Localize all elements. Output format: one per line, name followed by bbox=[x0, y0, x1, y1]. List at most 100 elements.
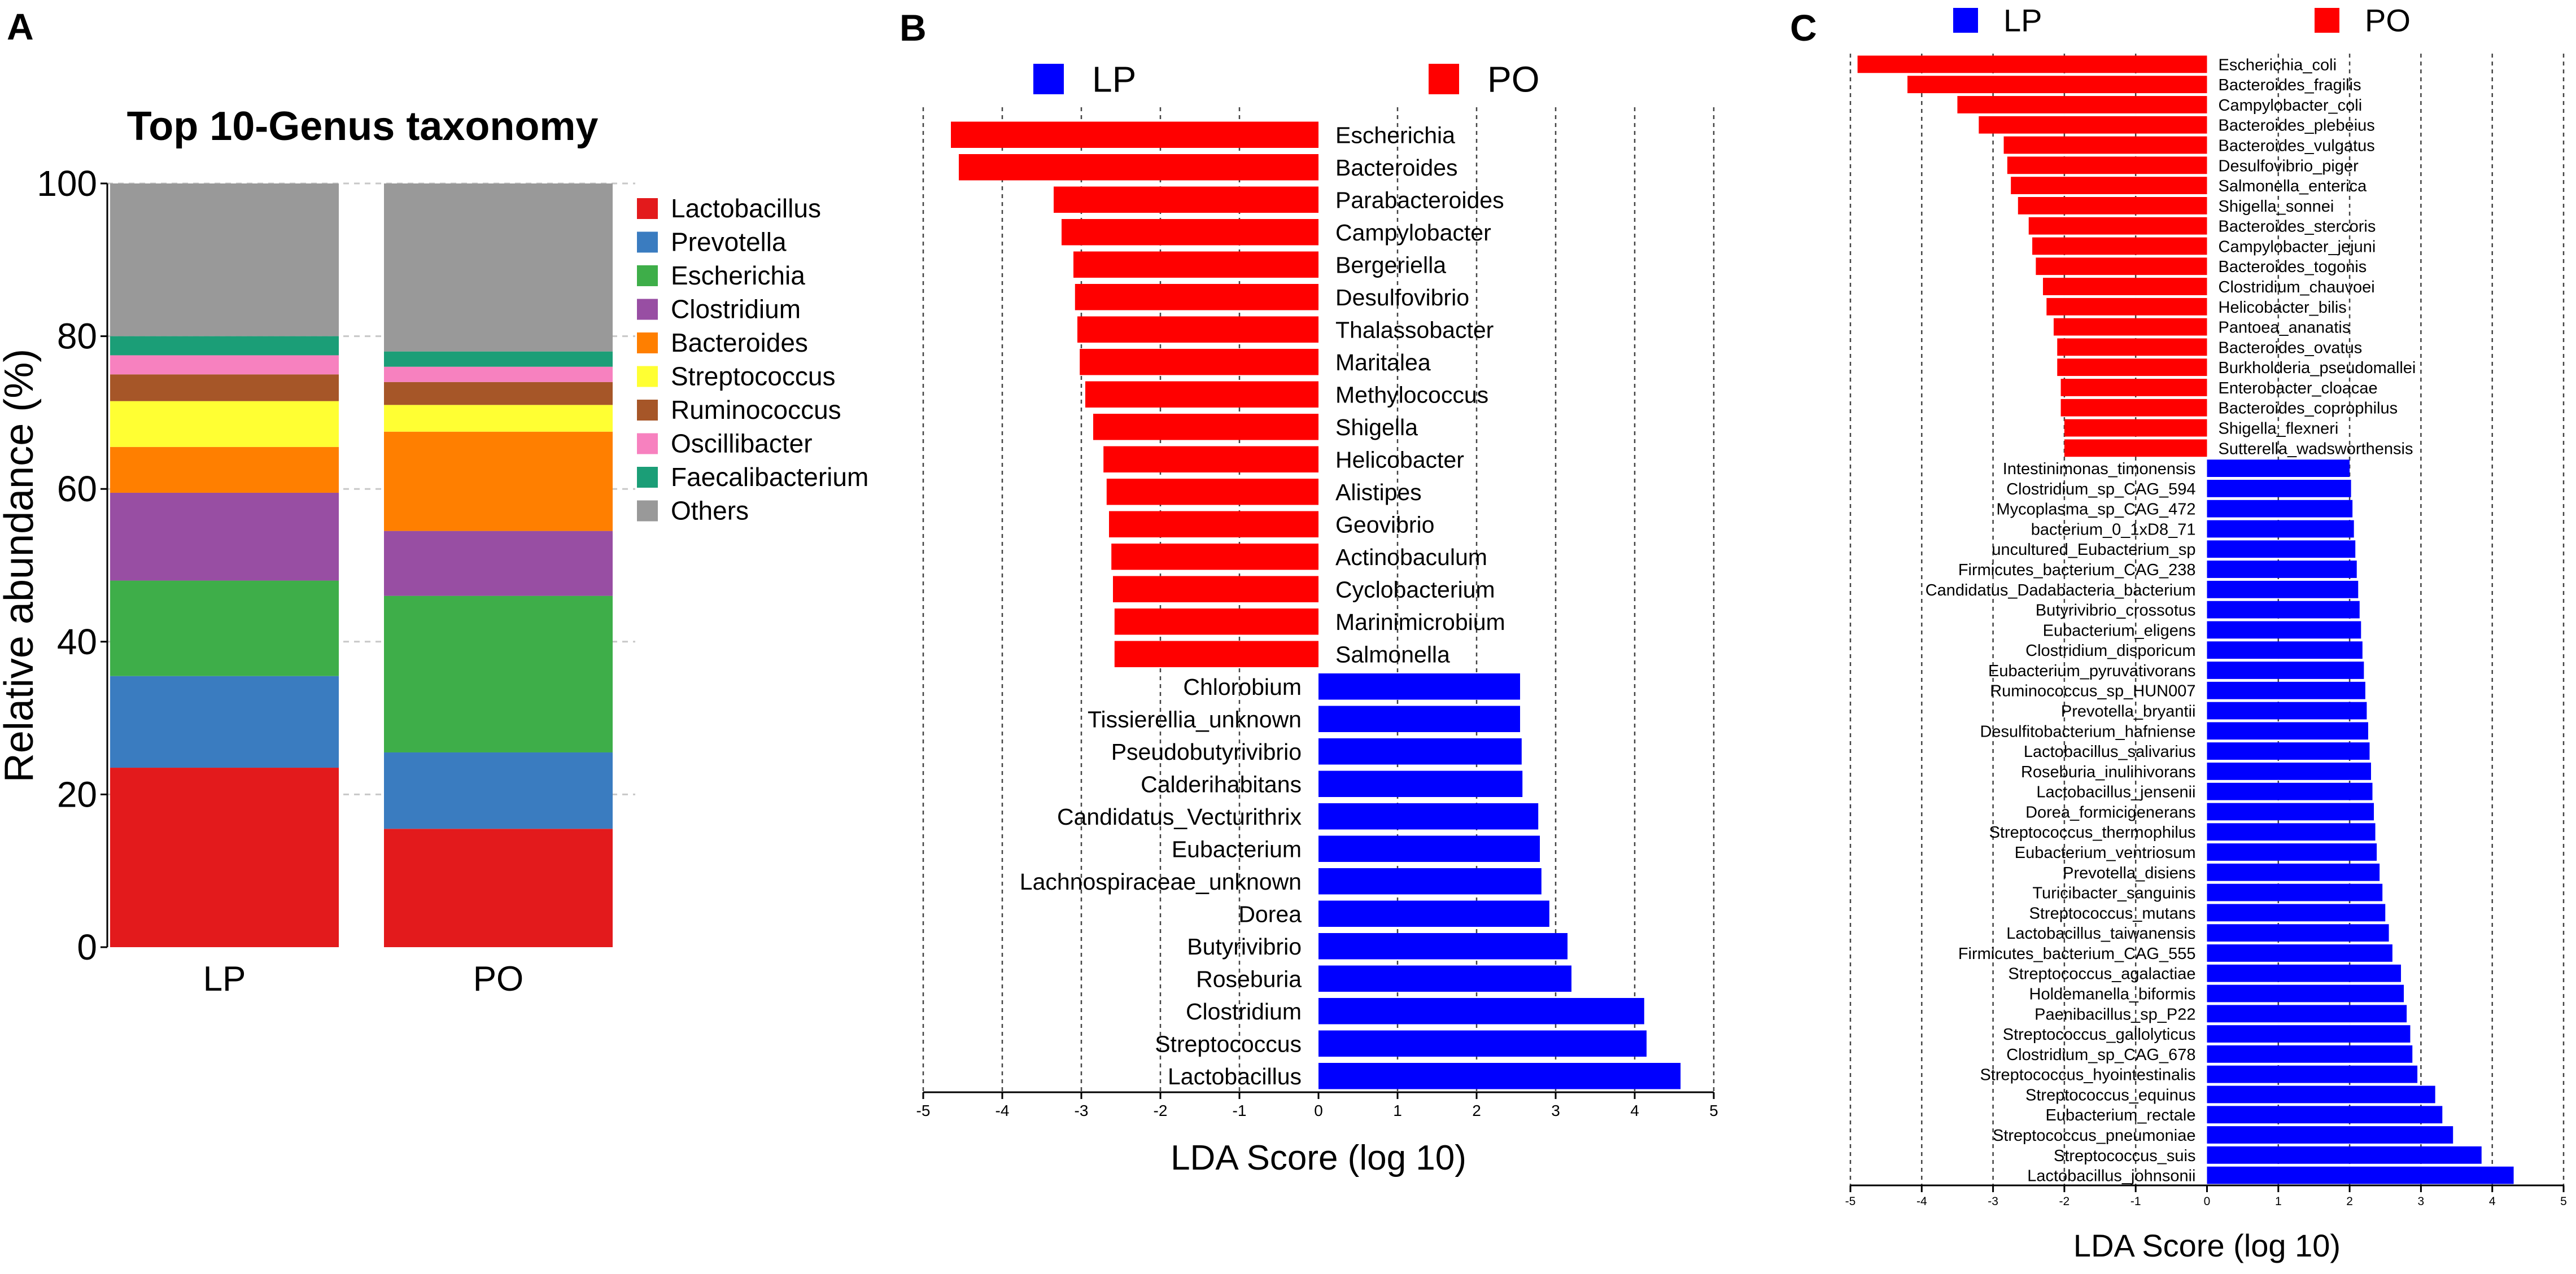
x-tick-label: -5 bbox=[916, 1102, 931, 1119]
category-label: Cyclobacterium bbox=[1335, 577, 1495, 603]
bar-turicibacter-sanguinis bbox=[2207, 883, 2383, 901]
category-label: Streptococcus bbox=[1155, 1031, 1302, 1057]
bar-geovibrio bbox=[1109, 511, 1318, 537]
category-label: Bergeriella bbox=[1335, 252, 1446, 278]
stacked-bar-chart: A Top 10-Genus taxonomy LP PO 0 20 40 60 80 100 Re… bbox=[0, 6, 868, 999]
category-label: Candidatus_Dadabacteria_bacterium bbox=[1926, 581, 2196, 599]
legend-swatch-oscillibacter bbox=[637, 433, 658, 454]
bar-firmicutes-bacterium-cag-238 bbox=[2207, 561, 2357, 578]
bar-streptococcus-thermophilus bbox=[2207, 823, 2376, 841]
x-tick-label: -2 bbox=[2059, 1195, 2070, 1208]
legend-swatch-others bbox=[637, 500, 658, 522]
bar-eubacterium bbox=[1318, 835, 1540, 862]
bar-desulfovibrio bbox=[1075, 284, 1318, 310]
x-tick-label: -5 bbox=[1845, 1195, 1856, 1208]
bar-segment-po-oscillibacter bbox=[384, 366, 613, 382]
category-label: Streptococcus_hyointestinalis bbox=[1980, 1066, 2195, 1084]
bar-thalassobacter bbox=[1077, 316, 1318, 343]
category-label: Dorea bbox=[1238, 901, 1302, 927]
bar-segment-lp-ruminococcus bbox=[110, 374, 339, 401]
x-tick-label: -4 bbox=[1916, 1195, 1927, 1208]
panel-c: C LP PO Escherichia_coli Bacteroides_fragili… bbox=[1790, 0, 2576, 1271]
category-label: uncultured_Eubacterium_sp bbox=[1992, 541, 2195, 559]
bar-burkholderia-pseudomallei bbox=[2057, 358, 2207, 376]
bar-segment-lp-streptococcus bbox=[110, 401, 339, 447]
legend-label-po: PO bbox=[1487, 59, 1539, 99]
bar-eubacterium-ventriosum bbox=[2207, 843, 2377, 861]
legend-swatch-escherichia bbox=[637, 265, 658, 286]
x-tick-label: -3 bbox=[1988, 1195, 1998, 1208]
x-tick-label: 0 bbox=[2204, 1195, 2211, 1208]
y-tick-label: 40 bbox=[57, 621, 97, 662]
category-label: Streptococcus_suis bbox=[2054, 1147, 2195, 1165]
legend-swatch-streptococcus bbox=[637, 366, 658, 387]
bar-candidatus-dadabacteria-bacterium bbox=[2207, 580, 2359, 598]
legend-swatch-lp bbox=[1033, 64, 1064, 94]
bar-streptococcus-hyointestinalis bbox=[2207, 1065, 2418, 1083]
bar-candidatus-vecturithrix bbox=[1318, 803, 1539, 830]
x-tick-label: 1 bbox=[2275, 1195, 2282, 1208]
x-tick-label: 4 bbox=[1630, 1102, 1639, 1119]
bar-pseudobutyrivibrio bbox=[1318, 738, 1522, 765]
category-label: Salmonella bbox=[1335, 642, 1450, 668]
bar-segment-po-clostridium bbox=[384, 531, 613, 596]
category-label: Campylobacter_jejuni bbox=[2219, 238, 2376, 256]
panel-label: C bbox=[1790, 7, 1817, 49]
category-label: Streptococcus_thermophilus bbox=[1989, 824, 2196, 842]
x-tick-label: PO bbox=[473, 960, 524, 999]
legend-label-escherichia: Escherichia bbox=[671, 261, 805, 290]
y-tick-label: 60 bbox=[57, 469, 97, 509]
bar-segment-lp-bacteroides bbox=[110, 446, 339, 493]
y-tick-label: 0 bbox=[77, 927, 97, 967]
bar-desulfovibrio-piger bbox=[2007, 156, 2207, 174]
bar-segment-po-faecalibacterium bbox=[384, 351, 613, 367]
category-label: Campylobacter bbox=[1335, 220, 1491, 246]
category-label: Streptococcus_equinus bbox=[2025, 1086, 2195, 1104]
x-tick-label: 2 bbox=[1472, 1102, 1481, 1119]
legend-swatch-po bbox=[1429, 64, 1459, 94]
bar-maritalea bbox=[1080, 349, 1318, 375]
bar-dorea-formicigenerans bbox=[2207, 803, 2374, 821]
x-axis-label: LDA Score (log 10) bbox=[2073, 1228, 2341, 1263]
bar-alistipes bbox=[1106, 479, 1318, 505]
category-label: Bacteroides_stercoris bbox=[2219, 218, 2376, 236]
category-label: Streptococcus_agalactiae bbox=[2008, 965, 2195, 983]
bar-clostridium-sp-cag-594 bbox=[2207, 480, 2351, 497]
bar-clostridium bbox=[1318, 998, 1644, 1025]
category-label: Firmicutes_bacterium_CAG_555 bbox=[1958, 945, 2196, 963]
bar-segment-lp-escherichia bbox=[110, 580, 339, 676]
category-label: Lactobacillus bbox=[1168, 1063, 1302, 1089]
category-label: Tissierellia_unknown bbox=[1088, 707, 1302, 733]
category-label: Calderihabitans bbox=[1141, 772, 1302, 798]
category-label: Campylobacter_coli bbox=[2219, 97, 2363, 115]
x-tick-label: LP bbox=[203, 960, 246, 999]
legend-label-prevotella: Prevotella bbox=[671, 227, 787, 257]
category-label: Bacteroides_fragilis bbox=[2219, 76, 2361, 94]
bar-roseburia bbox=[1318, 965, 1571, 992]
legend-swatch-ruminococcus bbox=[637, 400, 658, 421]
bar-bacteroides-ovatus bbox=[2057, 338, 2207, 356]
legend-label-po: PO bbox=[2365, 3, 2411, 38]
panel-a: A Top 10-Genus taxonomy LP PO 0 20 40 60 80 100 Re… bbox=[0, 0, 895, 1271]
category-label: Methylococcus bbox=[1335, 382, 1488, 408]
category-label: Eubacterium_pyruvativorans bbox=[1988, 662, 2196, 680]
bar-segment-po-streptococcus bbox=[384, 405, 613, 432]
bar-clostridium-disporicum bbox=[2207, 641, 2363, 659]
category-label: Intestinimonas_timonensis bbox=[2003, 460, 2196, 478]
category-label: Shigella_flexneri bbox=[2219, 419, 2339, 437]
category-label: Bacteroides bbox=[1335, 155, 1458, 181]
bar-lactobacillus-taiwanensis bbox=[2207, 924, 2389, 942]
bar-tissierellia-unknown bbox=[1318, 706, 1520, 732]
x-tick-label: 5 bbox=[2560, 1195, 2567, 1208]
category-label: Eubacterium_ventriosum bbox=[2015, 844, 2196, 862]
bar-bergeriella bbox=[1073, 251, 1318, 278]
category-label: Firmicutes_bacterium_CAG_238 bbox=[1958, 561, 2196, 579]
category-label: Eubacterium_eligens bbox=[2043, 621, 2196, 640]
category-label: Streptococcus_mutans bbox=[2029, 904, 2196, 922]
bar-butyrivibrio bbox=[1318, 933, 1568, 960]
category-label: Escherichia bbox=[1335, 122, 1455, 148]
legend-swatch-faecalibacterium bbox=[637, 467, 658, 488]
bar-segment-lp-oscillibacter bbox=[110, 355, 339, 375]
category-label: Bacteroides_plebeius bbox=[2219, 117, 2375, 135]
category-label: Marinimicrobium bbox=[1335, 609, 1505, 635]
